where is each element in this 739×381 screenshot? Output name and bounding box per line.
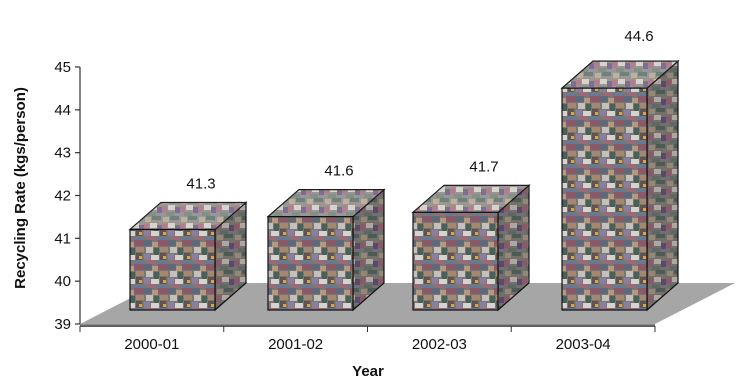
bar-front-face — [561, 87, 648, 311]
bar-side-shade — [647, 61, 678, 311]
bar-top-highlight — [413, 185, 529, 213]
bar-side-shade — [498, 185, 529, 310]
bar — [266, 188, 386, 312]
y-tick-label: 43 — [54, 145, 71, 162]
bar-side-shade — [215, 202, 246, 310]
bar-top-highlight — [130, 202, 246, 230]
bar-top-highlight — [268, 189, 384, 217]
y-tick-label: 40 — [54, 273, 71, 290]
bar — [411, 184, 531, 312]
bar — [560, 59, 680, 312]
y-tick-label: 41 — [54, 230, 71, 247]
y-tick-label: 45 — [54, 59, 71, 76]
x-tick-label: 2001-02 — [268, 336, 323, 353]
x-tick-label: 2000-01 — [124, 336, 179, 353]
bar-value-label: 41.3 — [186, 175, 215, 192]
bar-side-shade — [353, 189, 384, 310]
y-tick-label: 44 — [54, 102, 71, 119]
y-tick-label: 39 — [54, 316, 71, 333]
bar-front-face — [412, 211, 499, 311]
bar-value-label: 41.6 — [324, 163, 353, 180]
x-tick-label: 2003-04 — [556, 336, 611, 353]
bar-value-label: 41.7 — [469, 158, 498, 175]
bar-value-label: 44.6 — [624, 28, 653, 45]
y-axis-title: Recycling Rate (kgs/person) — [12, 87, 29, 289]
bar-front-face — [129, 228, 216, 311]
x-axis-title: Year — [352, 363, 384, 380]
bar-front-face — [267, 216, 354, 311]
x-tick-label: 2002-03 — [412, 336, 467, 353]
y-tick-label: 42 — [54, 188, 71, 205]
bar — [128, 201, 248, 312]
bar-top-highlight — [562, 61, 678, 89]
